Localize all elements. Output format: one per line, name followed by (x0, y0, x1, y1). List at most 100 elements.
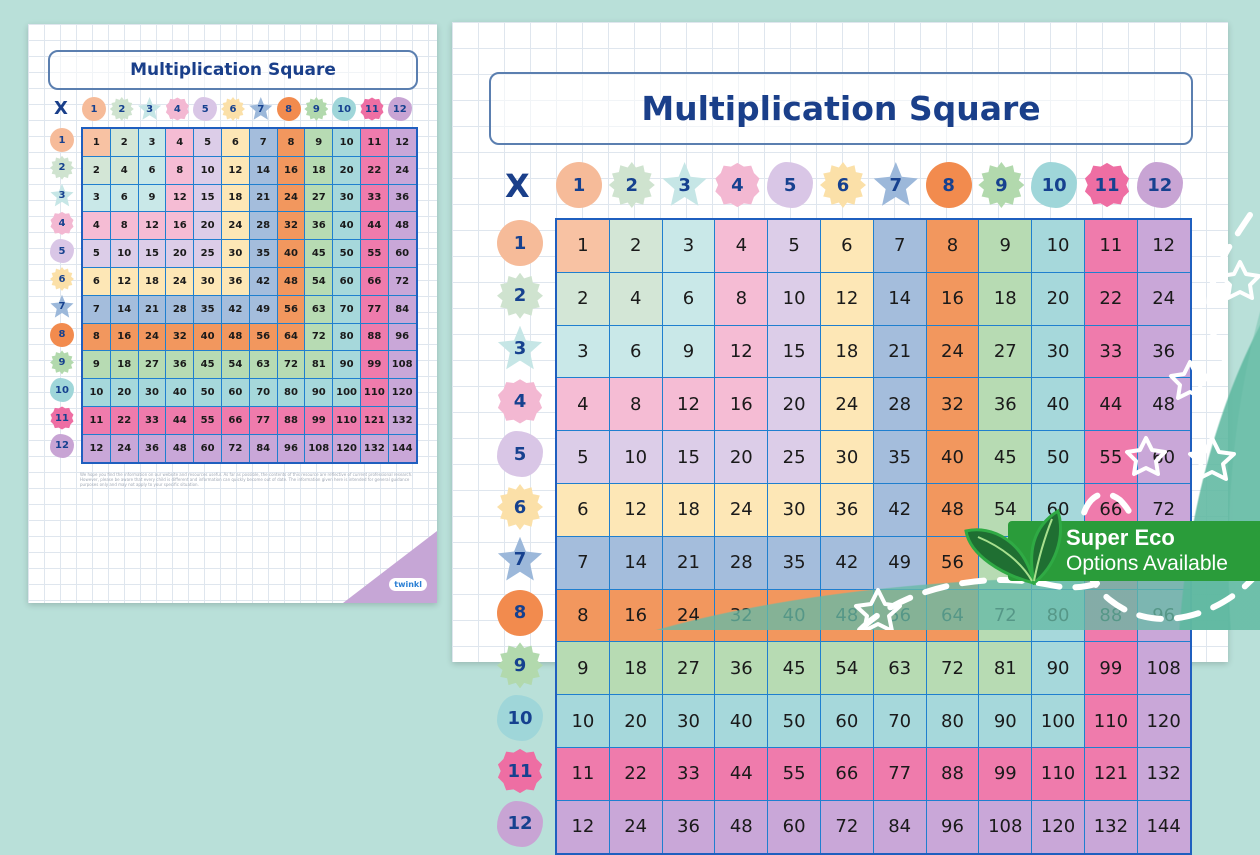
super-eco-badge[interactable]: Super Eco Options Available (962, 508, 1260, 585)
grid-cell: 42 (221, 295, 249, 323)
grid-cell: 80 (277, 379, 305, 406)
grid-cell: 21 (662, 536, 715, 589)
grid-cell: 18 (221, 184, 249, 212)
grid-cell: 108 (979, 800, 1032, 853)
grid-cell: 30 (221, 240, 249, 267)
grid-cell: 90 (333, 351, 360, 379)
grid-cell: 10 (110, 240, 138, 267)
grid-cell: 60 (388, 240, 416, 267)
row-header-badge-1: 1 (497, 220, 543, 266)
column-header-badge-9: 9 (304, 97, 329, 121)
grid-cell: 3 (83, 184, 110, 212)
grid-cell: 14 (110, 295, 138, 323)
grid-cell: 32 (166, 323, 194, 351)
grid-cell: 49 (873, 536, 926, 589)
grid-cell: 84 (249, 434, 277, 462)
grid-cell: 24 (820, 378, 873, 431)
grid-cell: 10 (194, 156, 221, 184)
grid-cell: 88 (360, 323, 388, 351)
grid-cell: 132 (1084, 800, 1137, 853)
grid-cell: 144 (388, 434, 416, 462)
grid-cell: 81 (305, 351, 333, 379)
row-header-badge-6: 6 (497, 484, 543, 530)
grid-cell: 108 (305, 434, 333, 462)
column-header-badge-4: 4 (165, 97, 189, 121)
worksheet-title: Multiplication Square (641, 89, 1041, 128)
row-header-badge-6: 6 (50, 267, 74, 291)
grid-cell: 16 (166, 212, 194, 240)
grid-cell: 40 (715, 695, 768, 747)
grid-cell: 88 (1084, 589, 1137, 642)
grid-cell: 15 (768, 325, 820, 378)
grid-cell: 90 (979, 695, 1032, 747)
grid-cell: 33 (138, 406, 166, 434)
grid-cell: 60 (1137, 431, 1190, 483)
grid-cell: 30 (138, 379, 166, 406)
grid-cell: 20 (1032, 272, 1084, 325)
grid-cell: 27 (979, 325, 1032, 378)
grid-cell: 16 (110, 323, 138, 351)
grid-cell: 8 (557, 589, 609, 642)
grid-cell: 5 (83, 240, 110, 267)
grid-cell: 18 (979, 272, 1032, 325)
eco-badge-subtitle: Options Available (1066, 552, 1228, 575)
row-header-badge-3: 3 (50, 183, 74, 207)
column-header-badge-11: 11 (1084, 162, 1130, 208)
grid-cell: 70 (873, 695, 926, 747)
grid-cell: 35 (873, 431, 926, 483)
grid-cell: 8 (609, 378, 662, 431)
grid-cell: 84 (388, 295, 416, 323)
grid-cell: 48 (820, 589, 873, 642)
grid-cell: 24 (138, 323, 166, 351)
grid-cell: 110 (1032, 747, 1084, 800)
grid-cell: 80 (926, 695, 979, 747)
grid-cell: 40 (768, 589, 820, 642)
grid-cell: 18 (138, 267, 166, 295)
grid-cell: 12 (166, 184, 194, 212)
grid-cell: 81 (979, 642, 1032, 695)
grid-cell: 60 (221, 379, 249, 406)
grid-cell: 21 (873, 325, 926, 378)
grid-cell: 32 (926, 378, 979, 431)
grid-cell: 45 (305, 240, 333, 267)
grid-cell: 22 (1084, 272, 1137, 325)
grid-cell: 44 (715, 747, 768, 800)
grid-cell: 16 (926, 272, 979, 325)
grid-cell: 66 (221, 406, 249, 434)
column-header-badge-10: 10 (332, 97, 357, 121)
grid-cell: 49 (249, 295, 277, 323)
worksheet-thumbnail[interactable]: Multiplication Square X 1 2 3 4 5 6 7 8 9 10 11 12 … (28, 24, 437, 603)
grid-cell: 80 (333, 323, 360, 351)
row-header-badge-4: 4 (50, 211, 74, 235)
grid-cell: 100 (1032, 695, 1084, 747)
row-header-badge-2: 2 (497, 272, 543, 319)
grid-cell: 20 (715, 431, 768, 483)
column-header-badge-9: 9 (978, 162, 1025, 208)
grid-cell: 8 (715, 272, 768, 325)
grid-cell: 6 (138, 156, 166, 184)
grid-cell: 21 (249, 184, 277, 212)
column-header-badge-10: 10 (1031, 162, 1078, 208)
grid-cell: 25 (768, 431, 820, 483)
grid-cell: 36 (715, 642, 768, 695)
grid-cell: 8 (83, 323, 110, 351)
grid-cell: 40 (333, 212, 360, 240)
grid-cell: 110 (1084, 695, 1137, 747)
grid-cell: 121 (1084, 747, 1137, 800)
row-header-badge-4: 4 (497, 379, 543, 424)
row-header-badge-8: 8 (50, 322, 74, 347)
grid-cell: 33 (662, 747, 715, 800)
grid-cell: 14 (873, 272, 926, 325)
grid-cell: 48 (221, 323, 249, 351)
grid-cell: 5 (768, 220, 820, 272)
grid-cell: 144 (1137, 800, 1190, 853)
grid-cell: 40 (926, 431, 979, 483)
grid-cell: 63 (873, 642, 926, 695)
eco-badge-title: Super Eco (1066, 525, 1175, 550)
grid-cell: 110 (333, 406, 360, 434)
grid-cell: 60 (333, 267, 360, 295)
grid-cell: 30 (1032, 325, 1084, 378)
row-header-badge-5: 5 (497, 431, 543, 478)
grid-cell: 1 (557, 220, 609, 272)
grid-cell: 12 (110, 267, 138, 295)
